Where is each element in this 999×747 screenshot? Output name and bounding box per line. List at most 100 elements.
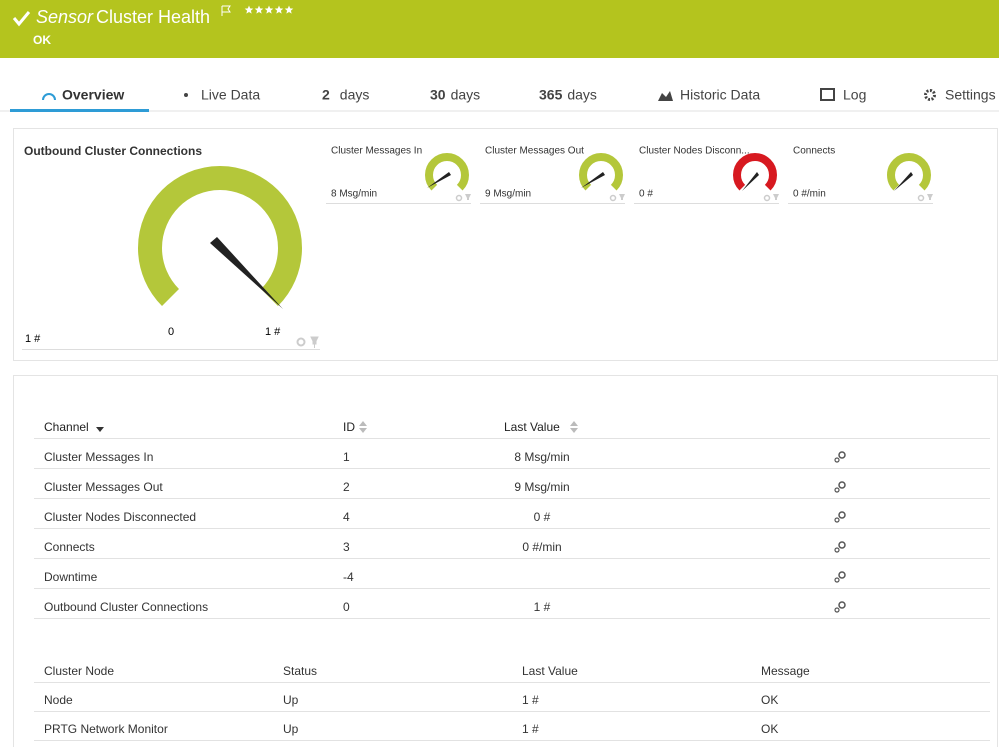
tab-unit[interactable]: days (340, 87, 370, 103)
small-gauge-arc (579, 153, 623, 191)
tab-label[interactable]: Settings (945, 87, 996, 103)
channel-last-value: 8 Msg/min (514, 450, 569, 464)
column-header[interactable]: ID (343, 420, 355, 434)
column-header[interactable]: Channel (44, 420, 89, 434)
tab-icon[interactable] (42, 93, 56, 101)
tab-number[interactable]: 365 (539, 87, 563, 103)
tab[interactable]: Settings (924, 87, 996, 103)
flag-icon[interactable] (221, 5, 231, 16)
channel-settings-icon[interactable] (838, 601, 846, 609)
tab-icon[interactable] (924, 89, 936, 101)
channel-name[interactable]: Cluster Nodes Disconnected (44, 510, 196, 524)
small-gauge-title: Cluster Messages Out (485, 146, 584, 157)
small-gauge-title: Cluster Nodes Disconn... (639, 146, 750, 157)
main-gauge-title: Outbound Cluster Connections (24, 144, 202, 158)
pin-icon[interactable] (465, 194, 471, 200)
small-gauge-title: Cluster Messages In (331, 146, 422, 157)
small-gauge-value: 0 #/min (793, 189, 826, 200)
column-header[interactable]: Last Value (504, 420, 560, 434)
node-cell: OK (761, 693, 778, 707)
small-gauge-value: 9 Msg/min (485, 189, 531, 200)
gear-icon[interactable] (917, 194, 925, 202)
tab-icon[interactable] (658, 91, 673, 101)
channel-settings-icon[interactable] (838, 451, 846, 459)
tab-unit[interactable]: days (451, 87, 481, 103)
gear-icon[interactable] (296, 337, 306, 347)
channel-settings-icon-small[interactable] (834, 517, 840, 523)
channel-settings-icon[interactable] (838, 541, 846, 549)
pin-icon[interactable] (927, 194, 933, 200)
channel-settings-icon[interactable] (838, 571, 846, 579)
channel-id: 1 (343, 450, 350, 464)
tab-label[interactable]: Live Data (201, 87, 260, 103)
small-gauge-needle (894, 172, 913, 191)
node-cell: 1 # (522, 722, 539, 736)
channel-last-value: 9 Msg/min (514, 480, 569, 494)
channel-settings-icon-small[interactable] (834, 607, 840, 613)
node-cell: Node (44, 693, 73, 707)
tab[interactable]: 30 days (430, 87, 480, 103)
tab[interactable]: Overview (42, 87, 124, 103)
channel-last-value: 0 #/min (522, 540, 561, 554)
column-header: Status (283, 664, 317, 678)
channel-name[interactable]: Downtime (44, 570, 98, 584)
status: OK (33, 33, 51, 47)
small-gauge-arc (733, 153, 777, 191)
node-cell: Up (283, 693, 299, 707)
channel-settings-icon-small[interactable] (834, 487, 840, 493)
tab[interactable]: 365 days (539, 87, 597, 103)
tab-label[interactable]: Overview (62, 87, 124, 103)
gauge-needle (210, 237, 283, 309)
tab-label[interactable]: Log (843, 87, 866, 103)
gear-icon[interactable] (455, 194, 463, 202)
main-gauge-value: 1 # (25, 333, 41, 345)
tab-number[interactable]: 2 (322, 87, 330, 103)
channel-settings-icon-small[interactable] (834, 547, 840, 553)
channel-settings-icon[interactable] (838, 511, 846, 519)
small-gauge-value: 0 # (639, 189, 653, 200)
pin-icon[interactable] (619, 194, 625, 200)
tab-number[interactable]: 30 (430, 87, 446, 103)
column-header: Last Value (522, 664, 578, 678)
star[interactable] (284, 5, 294, 14)
gauge-panel (13, 128, 998, 361)
tab-unit[interactable]: days (567, 87, 597, 103)
channel-settings-icon-small[interactable] (834, 457, 840, 463)
sort-arrow[interactable] (359, 421, 367, 433)
gauge-arc (138, 166, 302, 306)
small-gauge-needle (742, 172, 759, 191)
small-gauge-value: 8 Msg/min (331, 189, 377, 200)
channel-name[interactable]: Outbound Cluster Connections (44, 600, 208, 614)
channel-settings-icon[interactable] (838, 481, 846, 489)
channel-id: 3 (343, 540, 350, 554)
small-gauge-needle (427, 172, 451, 188)
channel-name[interactable]: Connects (44, 540, 95, 554)
sort-arrow[interactable] (570, 421, 578, 433)
tab-icon[interactable] (820, 88, 835, 101)
channel-name[interactable]: Cluster Messages In (44, 450, 153, 464)
gear-icon[interactable] (763, 194, 771, 202)
priority-stars[interactable] (244, 5, 294, 14)
title: Cluster Health (96, 7, 210, 27)
tab[interactable]: 2 days (322, 87, 369, 103)
channel-settings-icon-small[interactable] (834, 577, 840, 583)
tab-icon[interactable] (184, 93, 188, 97)
star[interactable] (244, 5, 254, 14)
tab-label[interactable]: Historic Data (680, 87, 760, 103)
pin-icon[interactable] (773, 194, 779, 200)
channel-id: 4 (343, 510, 350, 524)
tab[interactable]: Log (820, 87, 866, 103)
title-prefix: Sensor (36, 7, 94, 27)
gear-icon[interactable] (609, 194, 617, 202)
tab[interactable]: Historic Data (658, 87, 760, 103)
sort-arrow[interactable] (96, 427, 104, 432)
pin-icon[interactable] (310, 336, 319, 348)
small-gauge-arc (887, 153, 931, 191)
star[interactable] (254, 5, 264, 14)
channel-name[interactable]: Cluster Messages Out (44, 480, 163, 494)
node-cell: OK (761, 722, 778, 736)
star[interactable] (264, 5, 274, 14)
star[interactable] (274, 5, 284, 14)
tab[interactable]: Live Data (184, 87, 260, 103)
small-gauge-arc (425, 153, 469, 191)
